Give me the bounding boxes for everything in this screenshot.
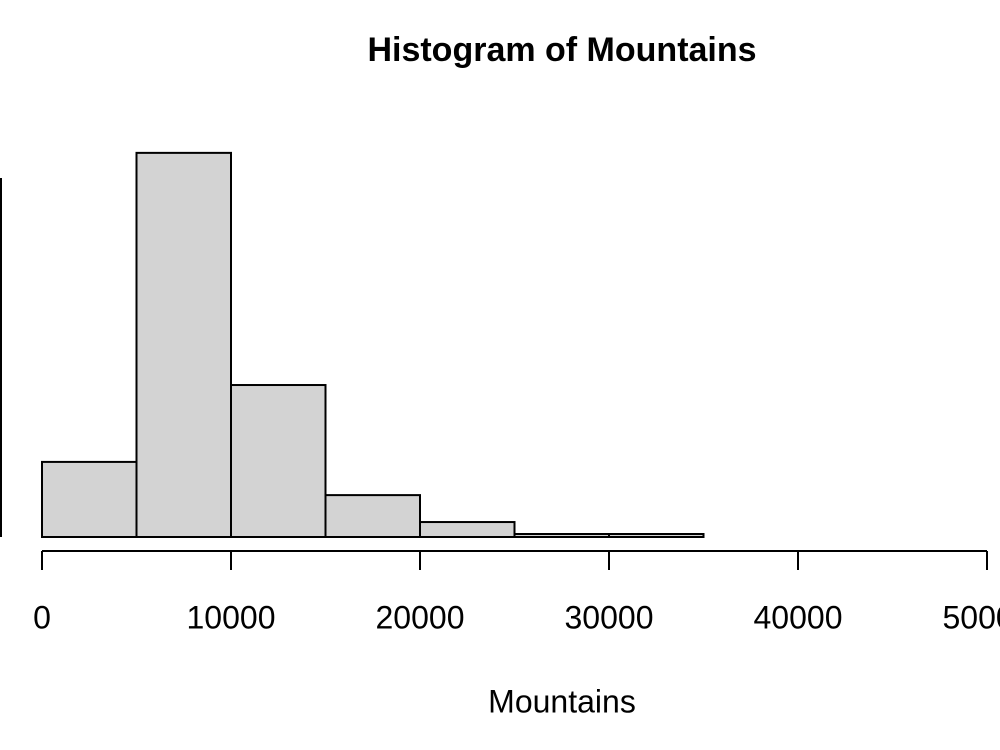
bar <box>324 494 421 539</box>
x-tick-label: 10000 <box>187 599 276 635</box>
x-tick-label: 0 <box>33 599 51 635</box>
x-tick-label: 50000 <box>943 599 1000 635</box>
bar <box>230 384 327 539</box>
bar <box>608 533 705 539</box>
bar <box>41 460 138 539</box>
bar <box>513 533 610 539</box>
x-axis-label: Mountains <box>488 683 636 719</box>
bar <box>135 151 232 538</box>
bar <box>419 521 516 539</box>
x-tick-label: 20000 <box>376 599 465 635</box>
x-tick-label: 30000 <box>565 599 654 635</box>
x-tick-label: 40000 <box>754 599 843 635</box>
chart-title: Histogram of Mountains <box>367 31 756 69</box>
